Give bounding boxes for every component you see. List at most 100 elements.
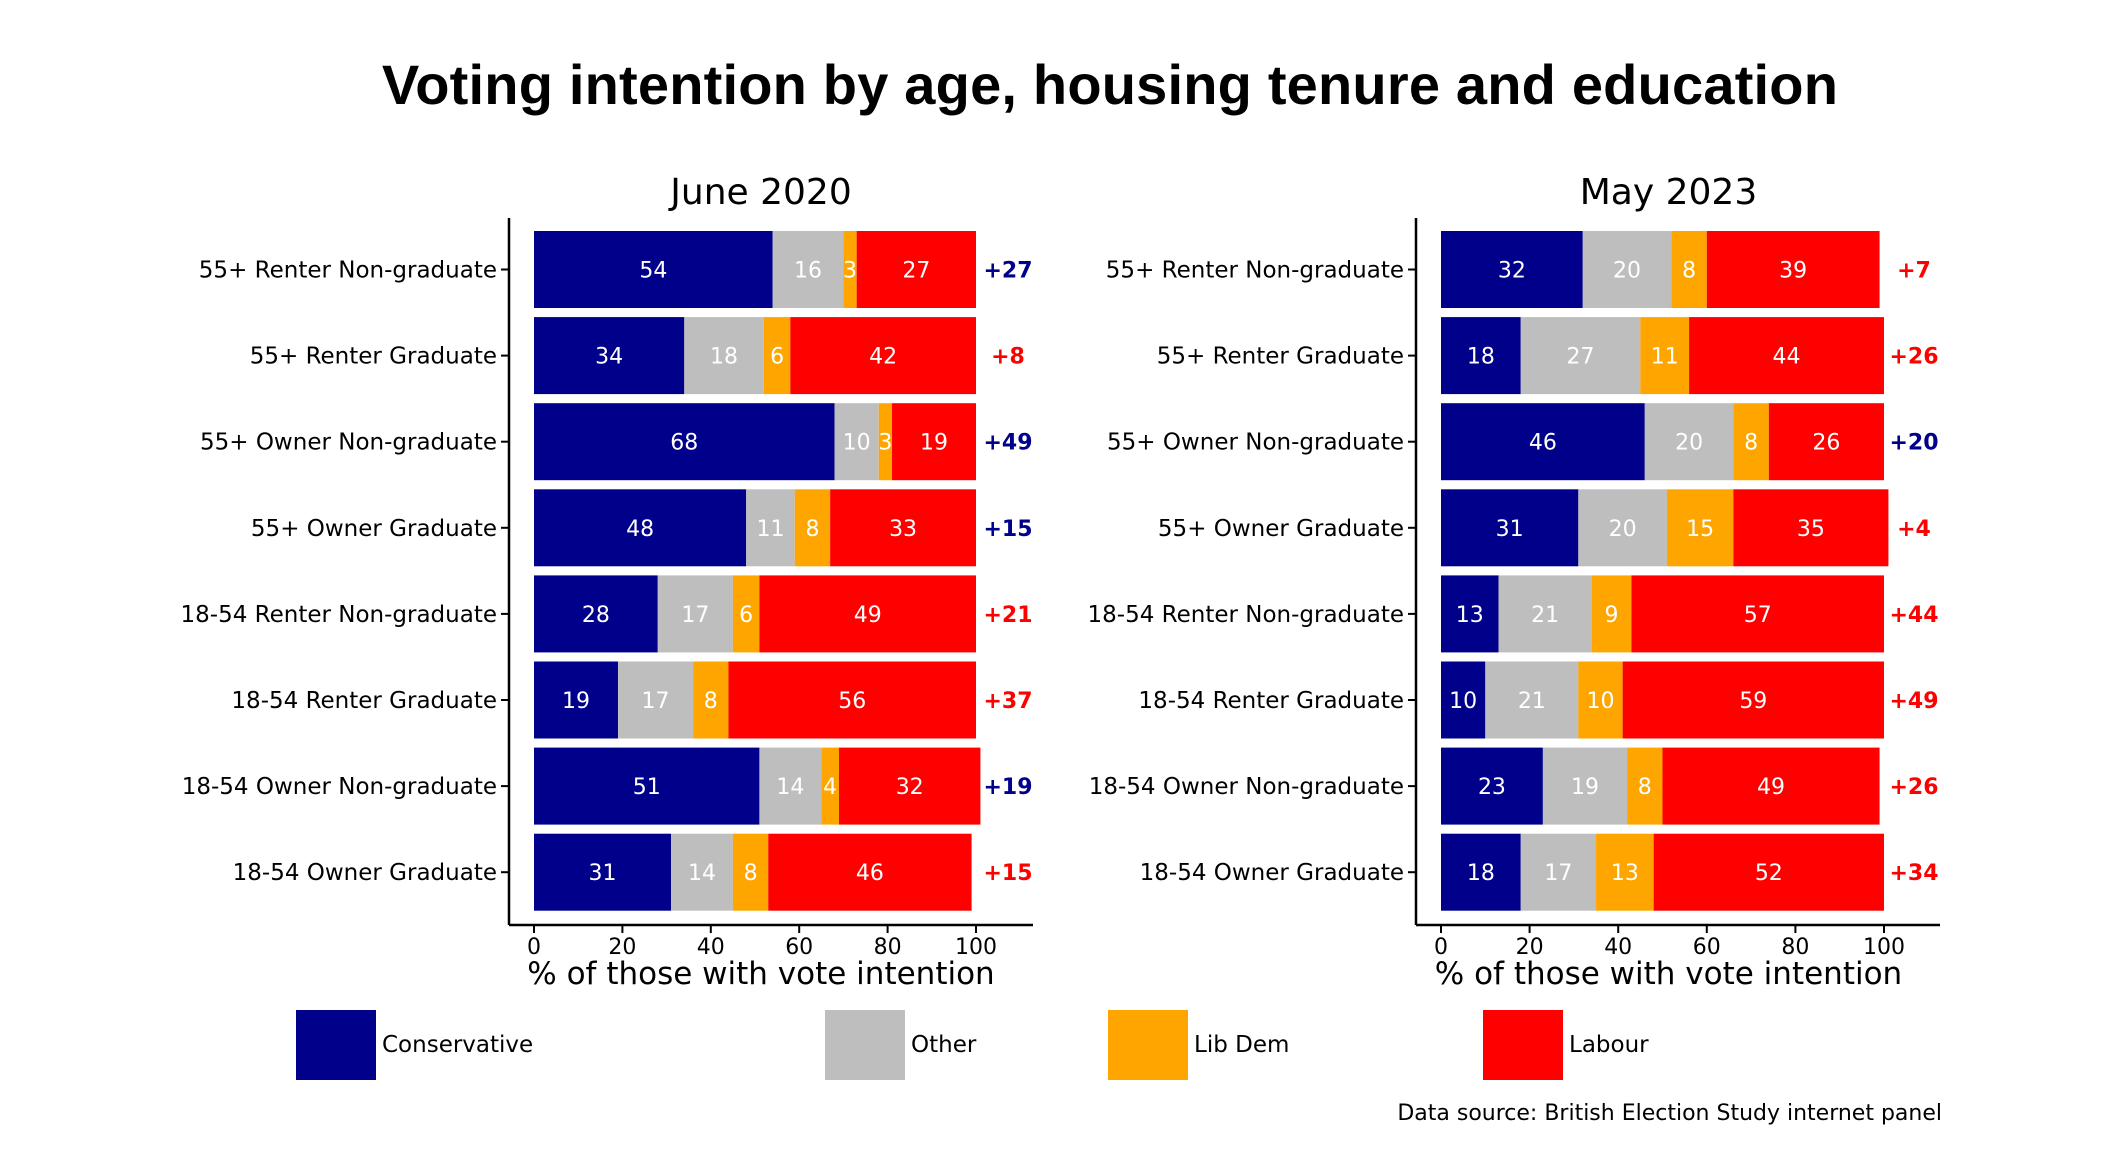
data-label-conservative: 34 (595, 345, 623, 370)
data-label-labour: 27 (902, 259, 930, 284)
category-label-may-2023: 18-54 Owner Non-graduate (1089, 774, 1404, 800)
data-label-other: 11 (756, 517, 784, 542)
bar-segment-other (1578, 489, 1667, 567)
bar-segment-labour (856, 231, 976, 308)
data-label-lib-dem: 3 (878, 431, 892, 456)
legend-label-other: Other (911, 1032, 977, 1058)
bar-segment-lib-dem (1627, 747, 1663, 825)
category-label-june-2020: 18-54 Renter Non-graduate (181, 602, 498, 628)
x-tick-label-june-2020: 0 (527, 935, 541, 960)
legend-label-conservative: Conservative (382, 1032, 534, 1058)
lead-label-june-2020: +37 (983, 689, 1032, 714)
x-tick-label-may-2023: 100 (1863, 935, 1905, 960)
data-label-labour: 49 (854, 603, 882, 628)
data-label-lib-dem: 8 (1682, 259, 1696, 284)
bar-segment-conservative (534, 317, 685, 395)
x-tick-label-june-2020: 60 (785, 935, 813, 960)
lead-label-june-2020: +8 (991, 345, 1025, 370)
category-label-may-2023: 18-54 Renter Graduate (1138, 688, 1404, 714)
bar-segment-lib-dem (1591, 575, 1632, 653)
bar-segment-lib-dem (732, 833, 769, 911)
chart-title: Voting intention by age, housing tenure … (381, 53, 1839, 116)
lead-label-may-2023: +44 (1889, 603, 1938, 628)
bar-segment-lib-dem (1640, 317, 1690, 395)
lead-label-june-2020: +15 (983, 861, 1032, 886)
data-label-other: 17 (681, 603, 709, 628)
legend-swatch-lib-dem (1108, 1010, 1188, 1080)
bar-segment-lib-dem (732, 575, 760, 653)
bar-segment-labour (768, 833, 972, 911)
data-label-labour: 46 (856, 861, 884, 886)
lead-label-june-2020: +19 (983, 775, 1032, 800)
bar-segment-other (671, 833, 733, 911)
data-label-lib-dem: 3 (843, 259, 857, 284)
x-axis-title-may-2023: % of those with vote intention (1435, 956, 1902, 992)
bar-segment-other (834, 403, 879, 481)
bar-segment-conservative (1441, 317, 1521, 395)
category-label-june-2020: 55+ Renter Graduate (250, 344, 497, 370)
bar-segment-labour (759, 575, 976, 653)
bar-segment-conservative (1441, 575, 1499, 653)
bar-segment-labour (728, 661, 976, 739)
lead-label-june-2020: +21 (983, 603, 1032, 628)
data-label-conservative: 31 (1496, 517, 1524, 542)
bar-segment-lib-dem (821, 747, 839, 825)
bar-segment-other (1498, 575, 1592, 653)
data-label-other: 17 (642, 689, 670, 714)
category-label-may-2023: 18-54 Renter Non-graduate (1088, 602, 1405, 628)
data-label-other: 14 (776, 775, 804, 800)
bar-segment-conservative (1441, 747, 1543, 825)
data-label-conservative: 48 (626, 517, 654, 542)
bar-segment-labour (1733, 489, 1889, 567)
bar-segment-other (1520, 833, 1597, 911)
legend-swatch-labour (1483, 1010, 1563, 1080)
lead-label-june-2020: +49 (983, 431, 1032, 456)
legend-swatch-conservative (296, 1010, 376, 1080)
category-label-june-2020: 55+ Renter Non-graduate (199, 258, 497, 284)
lead-label-may-2023: +20 (1889, 431, 1938, 456)
data-label-lib-dem: 6 (770, 345, 784, 370)
category-label-june-2020: 18-54 Renter Graduate (231, 688, 497, 714)
bar-segment-other (759, 747, 822, 825)
data-label-labour: 32 (896, 775, 924, 800)
data-label-conservative: 28 (582, 603, 610, 628)
bar-segment-conservative (1441, 231, 1583, 308)
data-label-labour: 33 (889, 517, 917, 542)
lead-label-may-2023: +26 (1889, 345, 1938, 370)
source-note: Data source: British Election Study inte… (1397, 1101, 1942, 1126)
data-label-other: 21 (1518, 689, 1546, 714)
data-label-lib-dem: 13 (1611, 861, 1639, 886)
category-label-may-2023: 55+ Renter Non-graduate (1106, 258, 1404, 284)
bar-segment-conservative (1441, 833, 1521, 911)
bar-segment-conservative (1441, 661, 1486, 739)
bar-segment-conservative (534, 403, 835, 481)
bar-segment-labour (790, 317, 976, 395)
data-label-conservative: 46 (1529, 431, 1557, 456)
x-tick-label-may-2023: 0 (1434, 935, 1448, 960)
bar-segment-conservative (1441, 403, 1645, 481)
data-label-other: 20 (1613, 259, 1641, 284)
category-label-may-2023: 55+ Owner Non-graduate (1107, 430, 1404, 456)
data-label-conservative: 31 (589, 861, 617, 886)
lead-label-june-2020: +27 (983, 259, 1032, 284)
data-label-labour: 39 (1779, 259, 1807, 284)
x-tick-label-june-2020: 100 (955, 935, 997, 960)
category-label-june-2020: 18-54 Owner Graduate (233, 860, 497, 886)
data-label-conservative: 54 (639, 259, 667, 284)
data-label-labour: 35 (1797, 517, 1825, 542)
data-label-other: 19 (1571, 775, 1599, 800)
bar-segment-conservative (534, 575, 658, 653)
data-label-labour: 44 (1773, 345, 1801, 370)
data-label-conservative: 32 (1498, 259, 1526, 284)
bar-segment-lib-dem (878, 403, 893, 481)
data-label-lib-dem: 11 (1651, 345, 1679, 370)
data-label-other: 10 (843, 431, 871, 456)
data-label-conservative: 18 (1467, 345, 1495, 370)
bar-segment-lib-dem (843, 231, 857, 308)
data-label-lib-dem: 8 (704, 689, 718, 714)
bar-segment-other (684, 317, 764, 395)
bar-segment-conservative (534, 231, 773, 308)
bar-segment-other (1485, 661, 1579, 739)
lead-label-may-2023: +49 (1889, 689, 1938, 714)
data-label-other: 20 (1609, 517, 1637, 542)
